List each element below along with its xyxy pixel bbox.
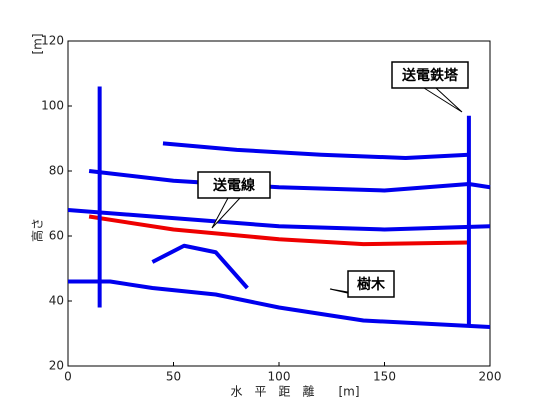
callout-box bbox=[197, 171, 271, 199]
y-tick-label: 20 bbox=[49, 359, 64, 373]
point-cloud-line bbox=[162, 141, 470, 160]
y-tick-label: 80 bbox=[49, 164, 64, 178]
y-axis-label: 高さ bbox=[30, 218, 45, 242]
x-tick-label: 0 bbox=[64, 370, 72, 384]
x-tick-label: 50 bbox=[166, 370, 181, 384]
point-cloud-line bbox=[88, 214, 469, 247]
y-tick-label: 40 bbox=[49, 294, 64, 308]
callout-label: 樹木 bbox=[357, 276, 386, 293]
point-cloud-line bbox=[151, 243, 249, 290]
callout-box bbox=[347, 270, 395, 298]
callout-pointer bbox=[422, 87, 463, 113]
y-tick-label: 100 bbox=[41, 99, 64, 113]
point-cloud-line bbox=[88, 169, 491, 193]
y-axis-unit: [m] bbox=[31, 33, 45, 54]
y-tick-label: 120 bbox=[41, 34, 64, 48]
x-axis-label: 水 平 距 離 [m] bbox=[230, 385, 359, 399]
point-cloud-line bbox=[67, 208, 491, 232]
point-cloud-line bbox=[68, 279, 491, 329]
x-tick-label: 100 bbox=[268, 370, 291, 384]
callout-label: 送電鉄塔 bbox=[401, 67, 459, 84]
callout-label: 送電線 bbox=[212, 177, 255, 194]
y-tick-label: 60 bbox=[49, 229, 64, 243]
x-tick-label: 200 bbox=[479, 370, 502, 384]
x-tick-label: 150 bbox=[373, 370, 396, 384]
callout-box bbox=[391, 61, 469, 89]
